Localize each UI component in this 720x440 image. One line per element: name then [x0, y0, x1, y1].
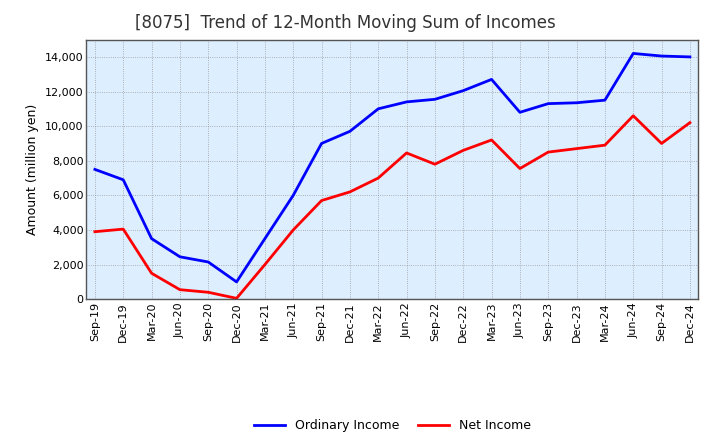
Ordinary Income [91, 167, 99, 172]
Net Income [516, 166, 524, 171]
Net Income [148, 271, 156, 276]
Net Income [91, 229, 99, 235]
Ordinary Income [600, 98, 609, 103]
Ordinary Income [685, 54, 694, 59]
Net Income [318, 198, 326, 203]
Net Income [289, 227, 297, 233]
Ordinary Income [233, 279, 241, 285]
Text: [8075]  Trend of 12-Month Moving Sum of Incomes: [8075] Trend of 12-Month Moving Sum of I… [135, 15, 556, 33]
Ordinary Income [204, 259, 212, 264]
Ordinary Income [289, 193, 297, 198]
Net Income [487, 137, 496, 143]
Net Income [544, 150, 552, 155]
Net Income [233, 296, 241, 301]
Net Income [374, 176, 382, 181]
Y-axis label: Amount (million yen): Amount (million yen) [27, 104, 40, 235]
Ordinary Income [487, 77, 496, 82]
Legend: Ordinary Income, Net Income: Ordinary Income, Net Income [248, 414, 536, 437]
Net Income [402, 150, 411, 156]
Net Income [685, 120, 694, 125]
Ordinary Income [374, 106, 382, 111]
Net Income [346, 189, 354, 194]
Net Income [657, 141, 666, 146]
Net Income [629, 113, 637, 118]
Ordinary Income [572, 100, 581, 106]
Line: Ordinary Income: Ordinary Income [95, 53, 690, 282]
Ordinary Income [459, 88, 467, 93]
Ordinary Income [431, 97, 439, 102]
Ordinary Income [544, 101, 552, 106]
Net Income [261, 262, 269, 267]
Net Income [431, 161, 439, 167]
Net Income [459, 148, 467, 153]
Ordinary Income [261, 236, 269, 241]
Net Income [572, 146, 581, 151]
Ordinary Income [148, 236, 156, 241]
Net Income [600, 143, 609, 148]
Net Income [176, 287, 184, 292]
Ordinary Income [119, 177, 127, 183]
Ordinary Income [629, 51, 637, 56]
Ordinary Income [402, 99, 411, 105]
Ordinary Income [176, 254, 184, 260]
Line: Net Income: Net Income [95, 116, 690, 298]
Ordinary Income [346, 128, 354, 134]
Ordinary Income [657, 53, 666, 59]
Ordinary Income [516, 110, 524, 115]
Ordinary Income [318, 141, 326, 146]
Net Income [204, 290, 212, 295]
Net Income [119, 227, 127, 232]
